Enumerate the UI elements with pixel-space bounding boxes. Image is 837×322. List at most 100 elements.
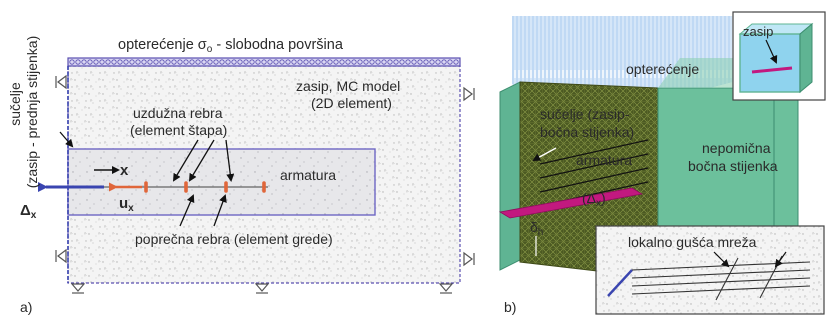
load-marker	[279, 59, 285, 65]
load-marker	[207, 59, 213, 65]
load-marker	[159, 59, 165, 65]
delta-x-label: Δx	[20, 202, 37, 221]
backfill-label-line2: (2D element)	[311, 95, 392, 111]
reinforcement-strip	[498, 187, 644, 219]
panel-b-label: b)	[504, 299, 516, 315]
load-marker	[417, 59, 423, 65]
load-marker	[255, 59, 261, 65]
load-marker	[399, 59, 405, 65]
load-label-b: opterećenje	[626, 61, 699, 77]
delta-h-label: δh	[530, 219, 543, 238]
load-marker	[297, 59, 303, 65]
load-marker	[225, 59, 231, 65]
load-marker	[285, 59, 291, 65]
load-marker	[435, 59, 441, 65]
left-supports	[55, 74, 67, 264]
load-marker	[381, 59, 387, 65]
load-marker	[291, 59, 297, 65]
load-marker	[237, 59, 243, 65]
load-marker	[453, 59, 459, 65]
mesh-label: lokalno gušća mreža	[628, 234, 757, 250]
load-marker	[363, 59, 369, 65]
load-marker	[375, 59, 381, 65]
reinforcement-label: armatura	[280, 167, 336, 183]
long-ribs-label-line1: uzdužna rebra	[133, 105, 223, 121]
load-marker	[195, 59, 201, 65]
load-marker	[357, 59, 363, 65]
panel-a: opterećenje σo - slobodna površina sučel…	[7, 36, 475, 315]
load-marker	[189, 59, 195, 65]
load-marker	[165, 59, 171, 65]
load-marker	[141, 59, 147, 65]
load-marker	[105, 59, 111, 65]
load-boundary	[67, 57, 461, 67]
load-marker	[87, 59, 93, 65]
load-marker	[423, 59, 429, 65]
inset-label: zasip	[743, 24, 773, 39]
load-marker	[135, 59, 141, 65]
long-ribs-label-line2: (element štapa)	[130, 122, 227, 138]
delta-x-label-b: (Δx)	[582, 190, 606, 209]
load-marker	[219, 59, 225, 65]
transverse-ribs	[144, 181, 266, 193]
front-wall-panel	[499, 81, 521, 271]
fixed-wall-label-line1: nepomična	[702, 140, 771, 156]
inset-mesh-detail: lokalno gušća mreža	[595, 225, 825, 315]
load-marker	[429, 59, 435, 65]
load-marker	[213, 59, 219, 65]
load-label: opterećenje σo - slobodna površina	[118, 37, 344, 55]
panel-a-label: a)	[20, 299, 32, 315]
load-marker	[147, 59, 153, 65]
load-marker	[177, 59, 183, 65]
ux-label: ux	[119, 195, 134, 214]
load-marker	[411, 59, 417, 65]
x-axis-label: x	[120, 162, 129, 179]
load-marker	[183, 59, 189, 65]
interface-label-b-line2: bočna stijenka)	[540, 124, 634, 140]
load-marker	[123, 59, 129, 65]
panel-b: zasip lokalno gušća mreža opterećenje su…	[498, 11, 826, 315]
interface-label-b-line1: sučelje (zasip-	[540, 106, 630, 122]
load-marker	[93, 59, 99, 65]
load-marker	[387, 59, 393, 65]
load-marker	[345, 59, 351, 65]
callout-arrows	[59, 131, 235, 227]
load-marker	[249, 59, 255, 65]
backfill-label-line1: zasip, MC model	[296, 78, 400, 94]
load-marker	[351, 59, 357, 65]
load-marker	[69, 59, 75, 65]
load-marker	[231, 59, 237, 65]
load-marker	[441, 59, 447, 65]
load-marker	[267, 59, 273, 65]
load-marker	[315, 59, 321, 65]
bottom-supports	[70, 283, 454, 294]
load-marker	[171, 59, 177, 65]
load-marker	[393, 59, 399, 65]
fixed-wall-label-line2: bočna stijenka	[688, 158, 778, 174]
load-marker	[75, 59, 81, 65]
load-marker	[321, 59, 327, 65]
interface-label-line2: (zasip - prednja stijenka)	[24, 36, 40, 189]
load-marker	[339, 59, 345, 65]
load-marker	[327, 59, 333, 65]
load-marker	[81, 59, 87, 65]
load-marker	[369, 59, 375, 65]
load-marker	[261, 59, 267, 65]
reinforced-zone	[67, 148, 376, 216]
load-marker	[273, 59, 279, 65]
load-marker	[129, 59, 135, 65]
load-marker	[201, 59, 207, 65]
load-marker	[99, 59, 105, 65]
load-marker	[153, 59, 159, 65]
interface-label-line1: sučelje	[7, 82, 23, 126]
reinforcement-label-b: armatura	[576, 152, 632, 168]
load-marker	[405, 59, 411, 65]
load-marker	[303, 59, 309, 65]
load-marker	[309, 59, 315, 65]
load-marker	[333, 59, 339, 65]
load-marker	[117, 59, 123, 65]
load-marker	[111, 59, 117, 65]
right-supports	[463, 86, 475, 267]
inset-backfill: zasip	[732, 11, 826, 101]
